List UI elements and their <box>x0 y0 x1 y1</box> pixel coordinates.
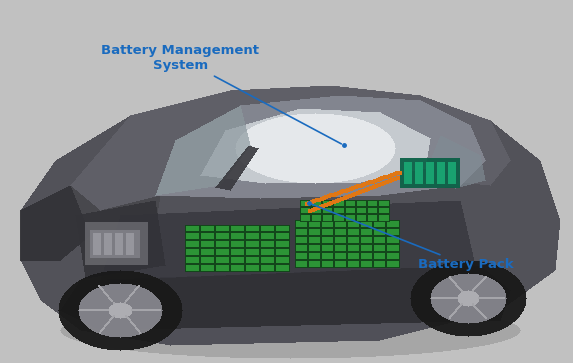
Text: Battery Management
System: Battery Management System <box>101 44 342 144</box>
Text: Battery Pack: Battery Pack <box>312 204 514 272</box>
